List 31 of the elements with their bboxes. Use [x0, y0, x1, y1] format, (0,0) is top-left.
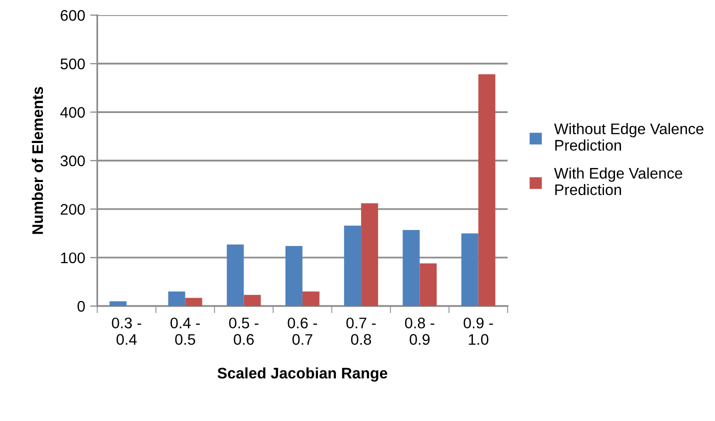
legend-label: With Edge Valence Prediction [554, 167, 682, 196]
x-tick-label: 0.3 - 0.4 [112, 318, 142, 345]
bar [185, 298, 202, 306]
x-tick-label: 0.8 - 0.9 [405, 318, 434, 345]
bar [285, 246, 302, 306]
y-axis-title: Number of Elements [32, 86, 44, 234]
x-tick-label: 0.5 - 0.6 [229, 318, 258, 345]
y-tick-label: 500 [60, 58, 85, 70]
x-tick-label: 0.6 - 0.7 [288, 318, 318, 345]
bar [344, 226, 362, 306]
y-tick-label: 100 [61, 252, 85, 264]
y-tick-label: 300 [60, 155, 85, 166]
x-tick-label: 0.9 - 1.0 [464, 318, 493, 345]
bar [244, 294, 261, 306]
y-tick-label: 0 [78, 300, 85, 312]
bar [361, 203, 378, 306]
y-tick-label: 400 [60, 106, 85, 118]
y-tick-label: 600 [60, 10, 85, 21]
x-tick-label: 0.4 - 0.5 [170, 318, 200, 345]
bar [420, 263, 437, 306]
bar [168, 292, 186, 306]
bar [461, 233, 478, 306]
bar [302, 292, 320, 306]
bar [402, 230, 420, 306]
bar [478, 74, 496, 306]
legend-label: Without Edge Valence Prediction [554, 123, 704, 151]
y-tick-label: 200 [60, 204, 85, 215]
bar [226, 244, 244, 306]
bar [110, 301, 127, 306]
x-axis-title: Scaled Jacobian Range [218, 367, 388, 382]
x-tick-label: 0.7 - 0.8 [346, 318, 376, 345]
